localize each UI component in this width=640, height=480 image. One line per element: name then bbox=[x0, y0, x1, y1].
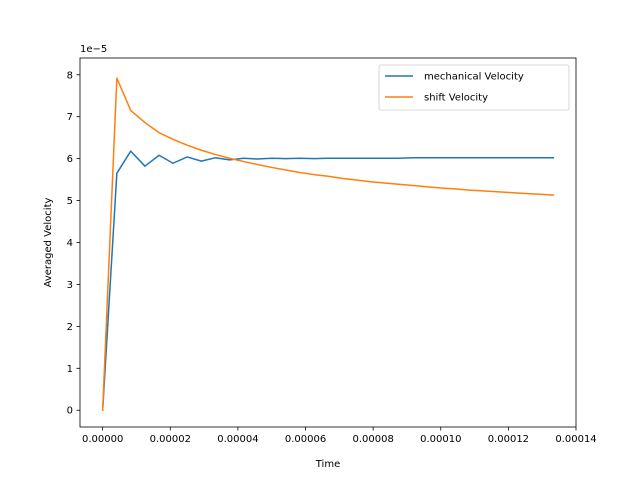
series-line-mechanical-velocity bbox=[101, 150, 555, 412]
x-axis-ticks: 0.00000 0.00002 0.00004 0.00006 0.00008 0.000… bbox=[82, 427, 597, 445]
x-tick-label: 0.00004 bbox=[217, 434, 258, 445]
y-axis-ticks: 0 1 2 3 4 5 6 7 8 bbox=[67, 70, 80, 417]
legend: mechanical Velocity shift Velocity bbox=[378, 64, 570, 111]
y-axis-label: Averaged Velocity bbox=[43, 198, 54, 288]
series-line-shift-velocity bbox=[101, 77, 555, 412]
legend-label: mechanical Velocity bbox=[424, 72, 524, 83]
y-tick-label: 2 bbox=[67, 322, 73, 333]
y-tick-label: 3 bbox=[67, 280, 73, 291]
x-tick-label: 0.00006 bbox=[285, 434, 326, 445]
plot-lines bbox=[101, 77, 555, 412]
x-tick-label: 0.00012 bbox=[488, 434, 529, 445]
legend-label: shift Velocity bbox=[424, 93, 488, 104]
legend-box bbox=[378, 64, 570, 111]
x-tick-label: 0.00014 bbox=[555, 434, 596, 445]
y-offset-text: 1e−5 bbox=[80, 44, 107, 55]
y-tick-label: 1 bbox=[67, 364, 73, 375]
y-tick-label: 8 bbox=[67, 70, 73, 81]
y-tick-label: 5 bbox=[67, 196, 73, 207]
y-tick-label: 0 bbox=[67, 406, 73, 417]
x-tick-label: 0.00008 bbox=[352, 434, 393, 445]
y-tick-label: 7 bbox=[67, 112, 73, 123]
x-tick-label: 0.00000 bbox=[82, 434, 123, 445]
y-tick-label: 4 bbox=[67, 238, 73, 249]
x-tick-label: 0.00002 bbox=[150, 434, 191, 445]
y-tick-label: 6 bbox=[67, 154, 73, 165]
x-axis-label: Time bbox=[315, 459, 340, 470]
x-tick-label: 0.00010 bbox=[420, 434, 461, 445]
